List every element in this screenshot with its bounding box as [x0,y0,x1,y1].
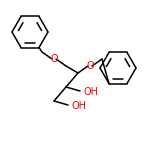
Text: O: O [86,61,94,71]
Text: OH: OH [72,101,87,111]
Text: OH: OH [84,87,99,97]
Text: O: O [50,54,58,64]
